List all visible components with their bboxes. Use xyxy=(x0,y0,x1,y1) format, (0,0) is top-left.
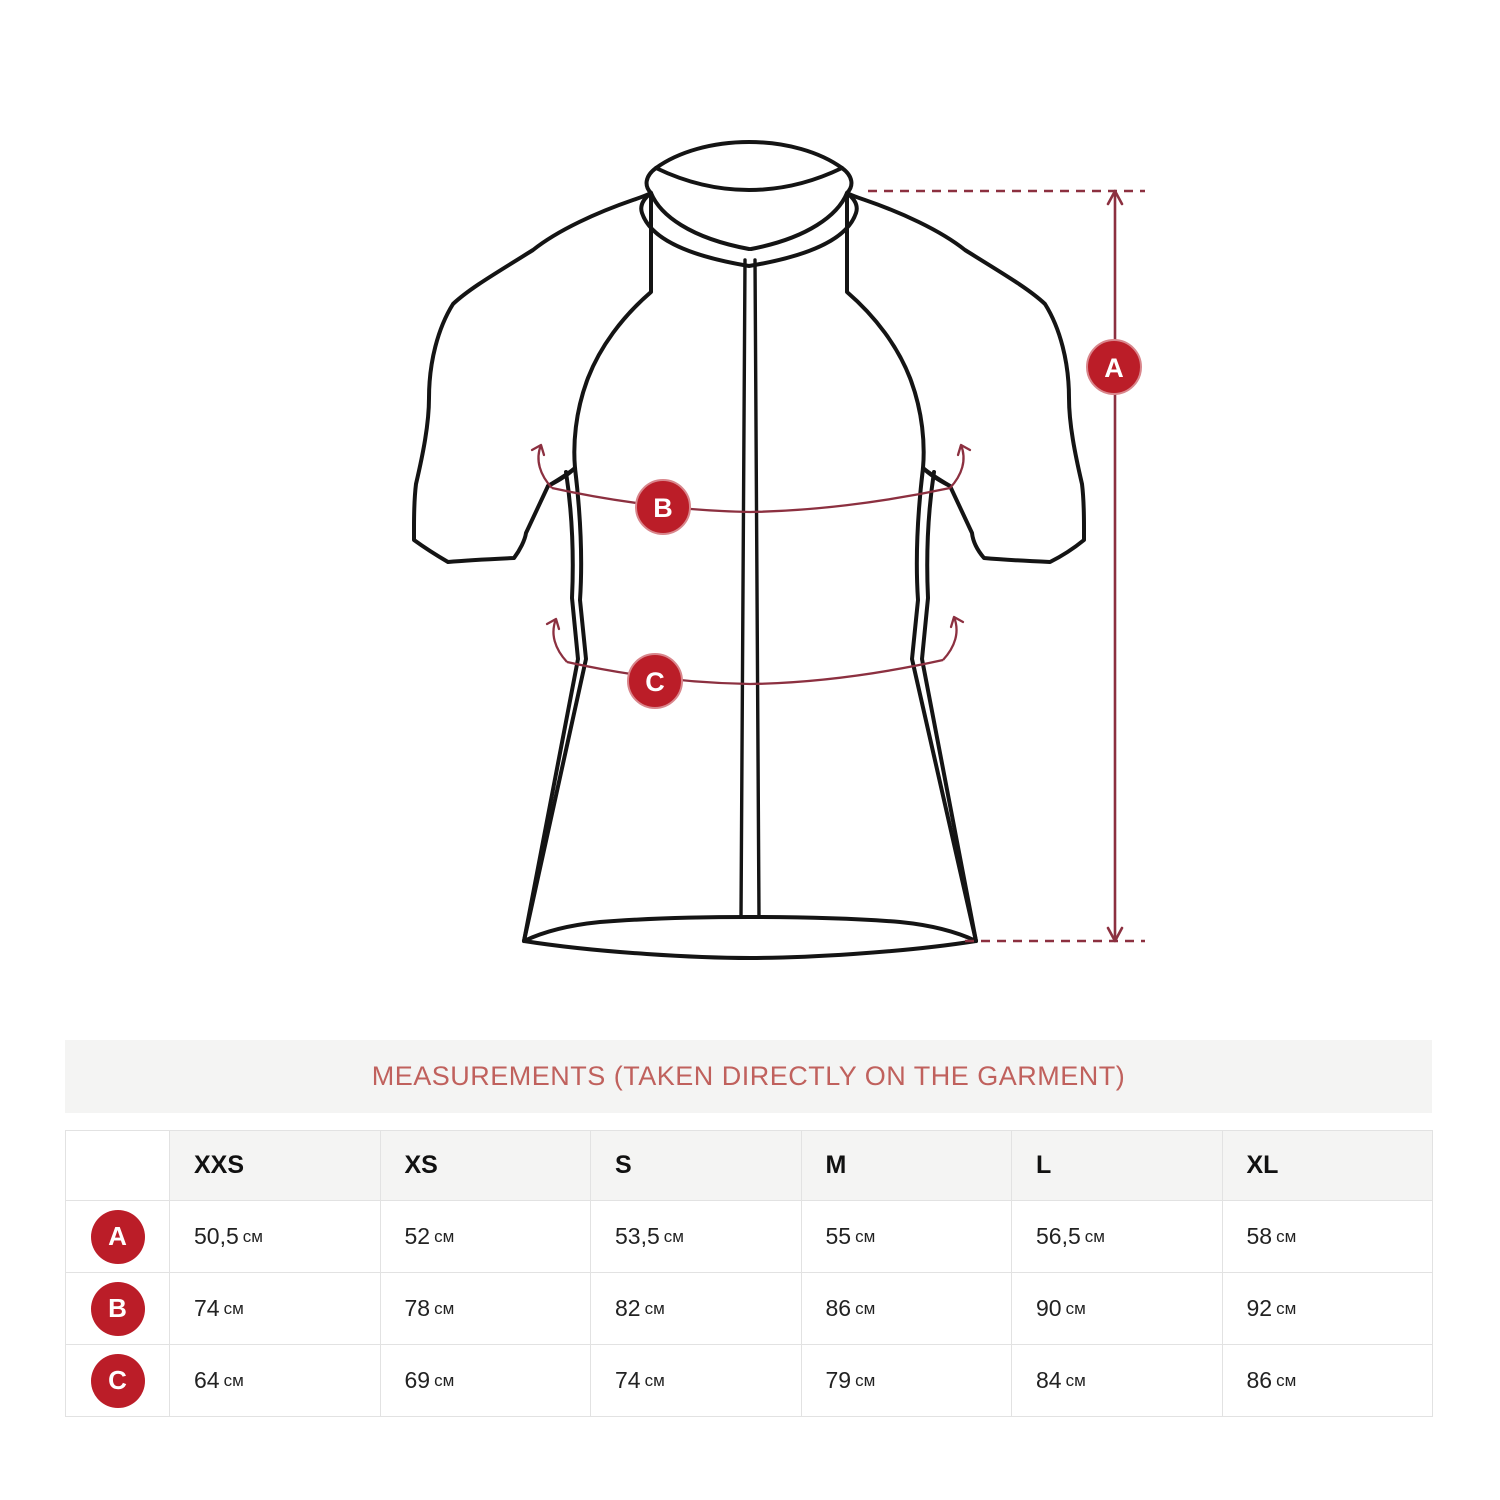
svg-text:A: A xyxy=(1104,353,1124,383)
svg-text:B: B xyxy=(653,493,673,523)
svg-text:C: C xyxy=(645,667,665,697)
